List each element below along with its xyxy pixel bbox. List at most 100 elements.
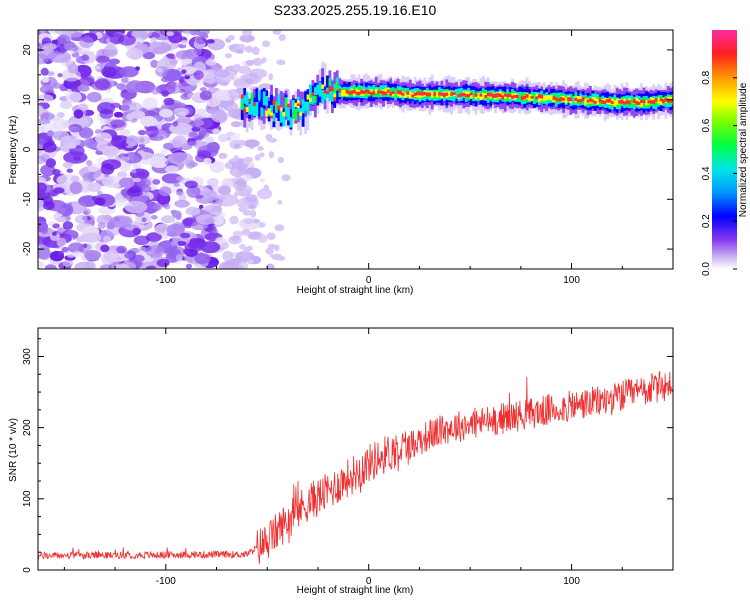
spectrogram-noise-blob xyxy=(78,127,94,139)
spectrogram-signal-cell xyxy=(462,92,466,96)
spectrogram-noise-blob xyxy=(95,132,112,145)
spectrogram-noise-blob xyxy=(103,235,112,244)
spectrogram-noise-blob xyxy=(130,110,146,120)
spectrogram-signal-cell xyxy=(550,95,553,101)
spectrogram-signal-cell xyxy=(464,94,468,98)
spectrogram-signal-cell xyxy=(272,100,276,105)
spectrogram-noise-blob xyxy=(158,186,172,197)
spectrogram-noise-blob xyxy=(230,72,235,80)
spectrogram-signal-cell xyxy=(240,94,244,99)
spectrogram-noise-blob xyxy=(141,217,147,223)
spectrogram-signal-cell xyxy=(372,91,376,95)
spectrogram-signal-cell xyxy=(282,116,286,127)
spectrogram-y-tick-label: 10 xyxy=(22,94,33,106)
spectrogram-signal-cell xyxy=(533,93,536,104)
spectrogram-signal-cell xyxy=(260,89,264,107)
spectrogram-noise-blob xyxy=(175,254,183,262)
spectrogram-signal-cell xyxy=(243,100,247,128)
spectrogram-signal-cell xyxy=(399,90,402,95)
spectrogram-signal-cell xyxy=(591,99,595,103)
spectrogram-signal-cell xyxy=(501,95,505,100)
spectrogram-signal-cell xyxy=(243,95,247,104)
spectrogram-signal-cell xyxy=(562,97,565,101)
spectrogram-noise-blob xyxy=(38,189,47,200)
spectrogram-signal-cell xyxy=(282,111,286,117)
snr-y-tick-label: 200 xyxy=(22,419,33,436)
spectrogram-noise-blob xyxy=(195,214,216,225)
spectrogram-noise-blob xyxy=(40,67,49,76)
spectrogram-signal-cell xyxy=(386,89,390,93)
spectrogram-signal-cell xyxy=(545,95,548,101)
spectrogram-signal-cell xyxy=(654,98,658,102)
spectrogram-noise-blob xyxy=(38,261,44,269)
spectrogram-noise-blob xyxy=(68,242,85,253)
spectrogram-signal-cell xyxy=(413,92,417,96)
spectrogram-noise-blob xyxy=(84,260,95,269)
spectrogram-noise-blob xyxy=(57,250,65,257)
spectrogram-noise-blob xyxy=(265,263,275,269)
spectrogram-signal-cell xyxy=(579,99,583,103)
spectrogram-signal-cell xyxy=(287,106,290,121)
spectrogram-signal-cell xyxy=(467,91,471,97)
spectrogram-signal-cell xyxy=(589,98,592,102)
spectrogram-noise-blob xyxy=(158,108,174,118)
spectrogram-noise-blob xyxy=(193,140,209,150)
figure-title: S233.2025.255.19.16.E10 xyxy=(274,2,437,18)
spectrogram-signal-cell xyxy=(292,99,295,115)
spectrogram-signal-cell xyxy=(469,92,473,96)
spectrogram-signal-cell xyxy=(292,111,295,118)
spectrogram-noise-blob xyxy=(183,218,194,229)
spectrogram-signal-cell xyxy=(569,97,573,102)
spectrogram-noise-blob xyxy=(218,152,228,159)
spectrogram-noise-blob xyxy=(193,30,210,36)
spectrogram-signal-cell xyxy=(396,90,400,94)
spectrogram-noise-blob xyxy=(184,180,198,189)
spectrogram-noise-blob xyxy=(67,63,79,74)
spectrogram-signal-cell xyxy=(640,99,643,103)
spectrogram-noise-blob xyxy=(243,139,260,148)
spectrogram-signal-cell xyxy=(240,102,244,110)
spectrogram-noise-blob xyxy=(274,224,285,232)
spectrogram-noise-blob xyxy=(192,117,214,130)
spectrogram-noise-blob xyxy=(92,65,101,70)
spectrogram-noise-blob xyxy=(239,34,255,43)
spectrogram-noise-blob xyxy=(126,188,143,197)
spectrogram-noise-blob xyxy=(138,143,146,148)
spectrogram-signal-cell xyxy=(270,115,273,119)
spectrogram-signal-cell xyxy=(279,107,283,112)
spectrogram-noise-blob xyxy=(243,218,254,225)
spectrogram-noise-blob xyxy=(38,199,44,208)
spectrogram-noise-blob xyxy=(195,37,206,45)
spectrogram-signal-cell xyxy=(408,91,412,98)
spectrogram-noise-blob xyxy=(238,139,245,146)
spectrogram-signal-cell xyxy=(576,96,580,101)
spectrogram-noise-blob xyxy=(160,233,169,239)
spectrogram-noise-blob xyxy=(218,185,231,196)
spectrogram-noise-blob xyxy=(183,248,190,255)
spectrogram-noise-blob xyxy=(61,246,70,253)
spectrogram-signal-cell xyxy=(257,90,261,101)
spectrogram-signal-cell xyxy=(642,99,646,104)
spectrogram-signal-cell xyxy=(508,94,512,98)
spectrogram-signal-cell xyxy=(506,94,509,98)
spectrogram-signal-cell xyxy=(666,98,670,103)
colorbar-tick-label: 0.0 xyxy=(701,262,712,276)
spectrogram-signal-cell xyxy=(257,102,261,117)
spectrogram-signal-cell xyxy=(270,94,273,115)
spectrogram-noise-blob xyxy=(267,137,278,143)
spectrogram-signal-cell xyxy=(355,88,359,94)
spectrogram-noise-blob xyxy=(73,109,84,119)
spectrogram-marks xyxy=(38,30,673,269)
spectrogram-signal-cell xyxy=(323,63,327,103)
spectrogram-noise-blob xyxy=(69,181,83,195)
spectrogram-noise-blob xyxy=(186,185,201,198)
spectrogram-noise-blob xyxy=(41,77,50,83)
spectrogram-noise-blob xyxy=(200,129,207,137)
spectrogram-noise-blob xyxy=(140,185,152,193)
spectrogram-noise-blob xyxy=(42,200,55,211)
spectrogram-noise-blob xyxy=(166,81,183,94)
spectrogram-noise-blob xyxy=(211,215,224,226)
spectrogram-noise-blob xyxy=(145,245,166,258)
